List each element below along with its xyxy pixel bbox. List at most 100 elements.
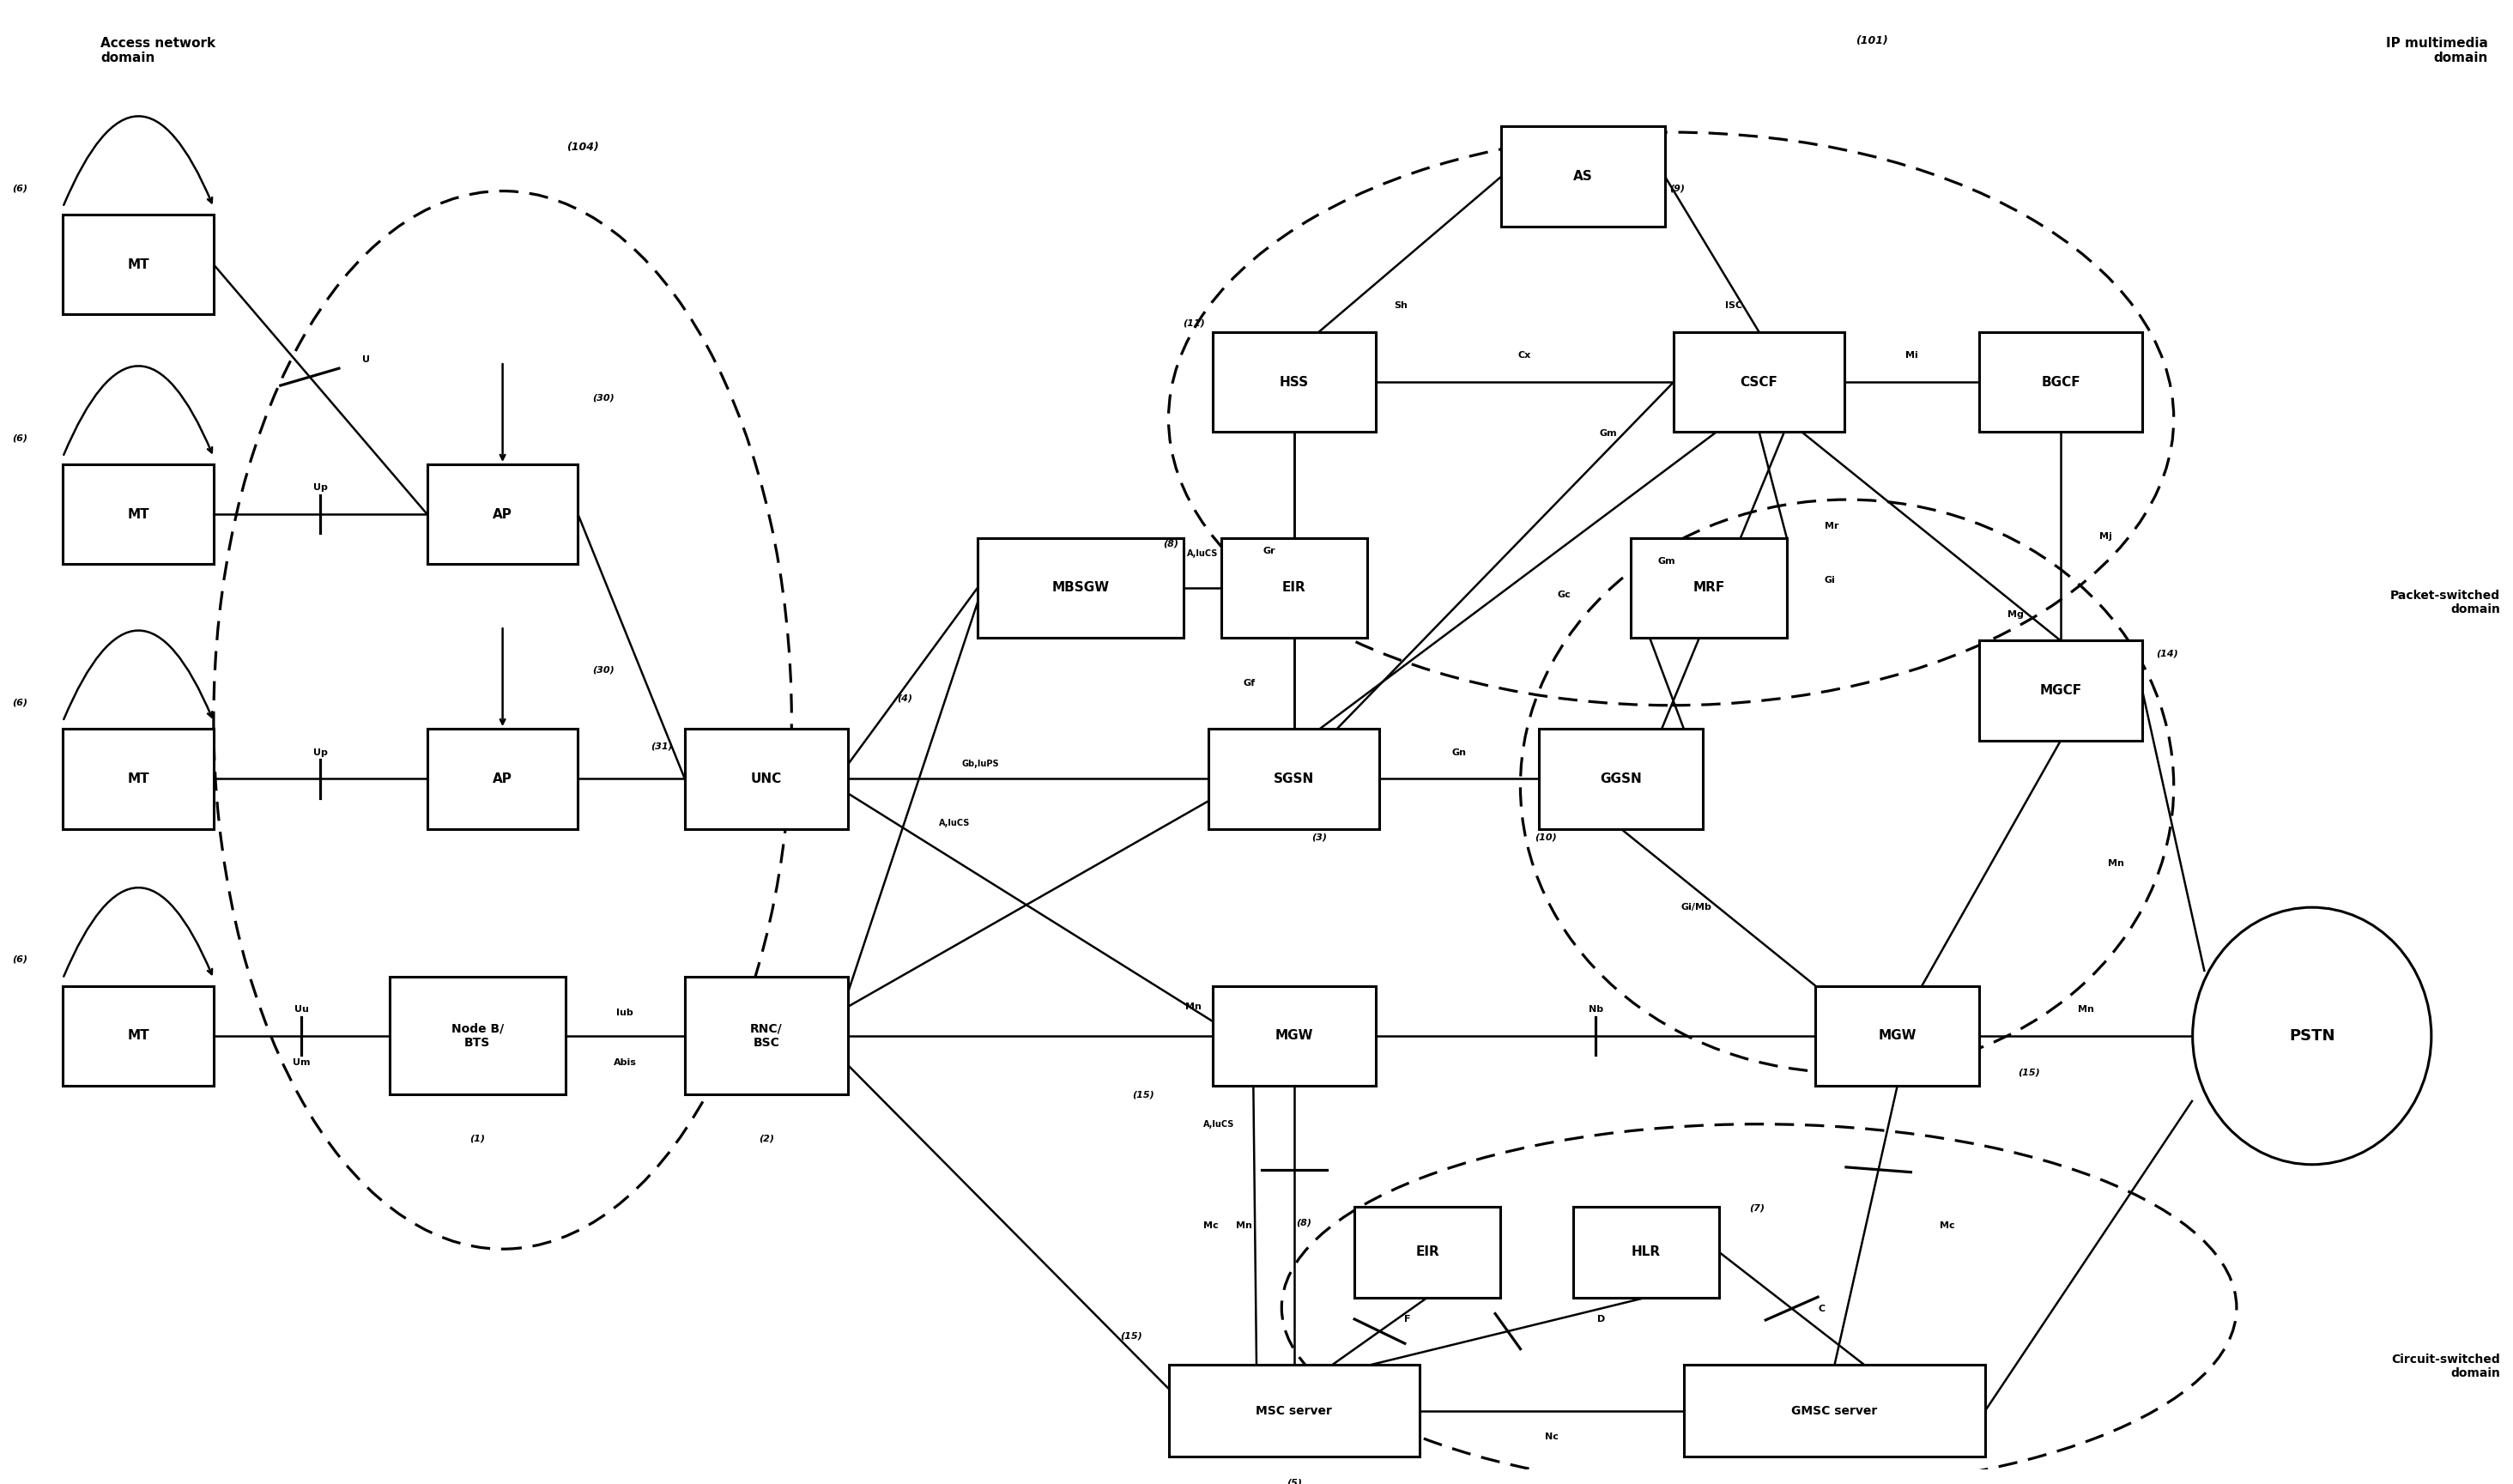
Text: IP multimedia
domain: IP multimedia domain — [2385, 37, 2488, 64]
Text: UNC: UNC — [751, 772, 782, 785]
FancyBboxPatch shape — [684, 976, 847, 1095]
Text: MGW: MGW — [1274, 1030, 1314, 1042]
Text: (30): (30) — [593, 666, 613, 674]
FancyBboxPatch shape — [1978, 332, 2141, 432]
Text: MGW: MGW — [1877, 1030, 1917, 1042]
Text: Gn: Gn — [1453, 748, 1468, 757]
Text: (5): (5) — [1287, 1478, 1302, 1484]
Text: (15): (15) — [1121, 1331, 1141, 1340]
Text: PSTN: PSTN — [2289, 1028, 2335, 1043]
Text: U: U — [362, 356, 369, 364]
Text: Mc: Mc — [1940, 1221, 1955, 1230]
Text: Cx: Cx — [1518, 352, 1530, 361]
Text: Mi: Mi — [1905, 352, 1917, 361]
FancyBboxPatch shape — [63, 729, 214, 828]
Text: Circuit-switched
domain: Circuit-switched domain — [2392, 1353, 2500, 1380]
Text: Nc: Nc — [1545, 1434, 1558, 1441]
FancyBboxPatch shape — [1684, 1365, 1985, 1456]
Text: Up: Up — [314, 748, 327, 757]
FancyBboxPatch shape — [1221, 537, 1367, 638]
Text: HLR: HLR — [1631, 1245, 1661, 1258]
Text: Gi: Gi — [1824, 576, 1834, 585]
Text: MT: MT — [128, 1030, 148, 1042]
Text: Iub: Iub — [616, 1008, 633, 1017]
Text: (9): (9) — [1669, 184, 1686, 193]
Text: A,IuCS: A,IuCS — [1186, 549, 1219, 558]
Text: CSCF: CSCF — [1742, 375, 1777, 389]
Text: (11): (11) — [1184, 319, 1204, 328]
Text: Gr: Gr — [1264, 546, 1274, 555]
Text: Mg: Mg — [2008, 610, 2023, 619]
Text: ISC: ISC — [1726, 301, 1742, 310]
Text: AP: AP — [493, 772, 513, 785]
Text: (15): (15) — [1133, 1091, 1153, 1100]
FancyBboxPatch shape — [1978, 641, 2141, 741]
FancyBboxPatch shape — [1169, 1365, 1420, 1456]
Text: Mn: Mn — [2078, 1005, 2093, 1014]
Text: AS: AS — [1573, 169, 1593, 183]
FancyBboxPatch shape — [1355, 1206, 1500, 1297]
Text: (31): (31) — [651, 742, 673, 751]
Text: (4): (4) — [897, 693, 912, 702]
Text: Mc: Mc — [1204, 1221, 1219, 1230]
Text: Mn: Mn — [1236, 1221, 1251, 1230]
Text: (2): (2) — [759, 1134, 774, 1143]
FancyBboxPatch shape — [1211, 985, 1377, 1086]
Text: Nb: Nb — [1588, 1005, 1603, 1014]
Text: SGSN: SGSN — [1274, 772, 1314, 785]
Text: Sh: Sh — [1395, 301, 1407, 310]
Text: (101): (101) — [1857, 36, 1887, 46]
FancyBboxPatch shape — [1209, 729, 1380, 828]
Text: (15): (15) — [2018, 1068, 2041, 1077]
Text: Gm: Gm — [1598, 429, 1618, 438]
FancyBboxPatch shape — [1814, 985, 1978, 1086]
Text: A,IuCS: A,IuCS — [1204, 1120, 1234, 1128]
FancyBboxPatch shape — [1500, 126, 1664, 226]
Text: MT: MT — [128, 508, 148, 521]
Ellipse shape — [2191, 907, 2430, 1165]
Text: MSC server: MSC server — [1256, 1405, 1332, 1417]
Text: (8): (8) — [1297, 1218, 1312, 1227]
Text: Gi/Mb: Gi/Mb — [1681, 904, 1711, 911]
Text: (7): (7) — [1749, 1204, 1764, 1212]
Text: (1): (1) — [470, 1134, 485, 1143]
Text: (10): (10) — [1535, 834, 1556, 841]
FancyBboxPatch shape — [978, 537, 1184, 638]
FancyBboxPatch shape — [684, 729, 847, 828]
Text: Gf: Gf — [1244, 680, 1254, 687]
FancyBboxPatch shape — [390, 976, 565, 1095]
FancyBboxPatch shape — [427, 464, 578, 564]
FancyBboxPatch shape — [63, 464, 214, 564]
Text: (6): (6) — [13, 184, 28, 193]
Text: Um: Um — [292, 1058, 312, 1067]
Text: C: C — [1819, 1304, 1824, 1313]
Text: MT: MT — [128, 258, 148, 272]
Text: (3): (3) — [1312, 834, 1327, 841]
FancyBboxPatch shape — [1211, 332, 1377, 432]
Text: D: D — [1596, 1315, 1606, 1324]
Text: HSS: HSS — [1279, 375, 1309, 389]
Text: GGSN: GGSN — [1601, 772, 1641, 785]
Text: MBSGW: MBSGW — [1053, 582, 1108, 594]
Text: BGCF: BGCF — [2041, 375, 2081, 389]
Text: Up: Up — [314, 484, 327, 493]
Text: Gm: Gm — [1659, 556, 1676, 565]
Text: AP: AP — [493, 508, 513, 521]
Text: Node B/
BTS: Node B/ BTS — [452, 1022, 503, 1049]
Text: (104): (104) — [568, 141, 598, 153]
Text: (30): (30) — [593, 393, 613, 402]
FancyBboxPatch shape — [63, 215, 214, 315]
Text: Abis: Abis — [613, 1058, 636, 1067]
Text: Uu: Uu — [294, 1005, 309, 1014]
Text: MRF: MRF — [1694, 582, 1724, 594]
Text: EIR: EIR — [1282, 582, 1307, 594]
FancyBboxPatch shape — [1538, 729, 1701, 828]
Text: F: F — [1405, 1315, 1410, 1324]
Text: MT: MT — [128, 772, 148, 785]
Text: Gb,IuPS: Gb,IuPS — [962, 760, 998, 769]
Text: RNC/
BSC: RNC/ BSC — [751, 1022, 782, 1049]
Text: (8): (8) — [1164, 539, 1179, 548]
Text: (6): (6) — [13, 697, 28, 706]
FancyBboxPatch shape — [1573, 1206, 1719, 1297]
Text: Mr: Mr — [1824, 522, 1840, 530]
